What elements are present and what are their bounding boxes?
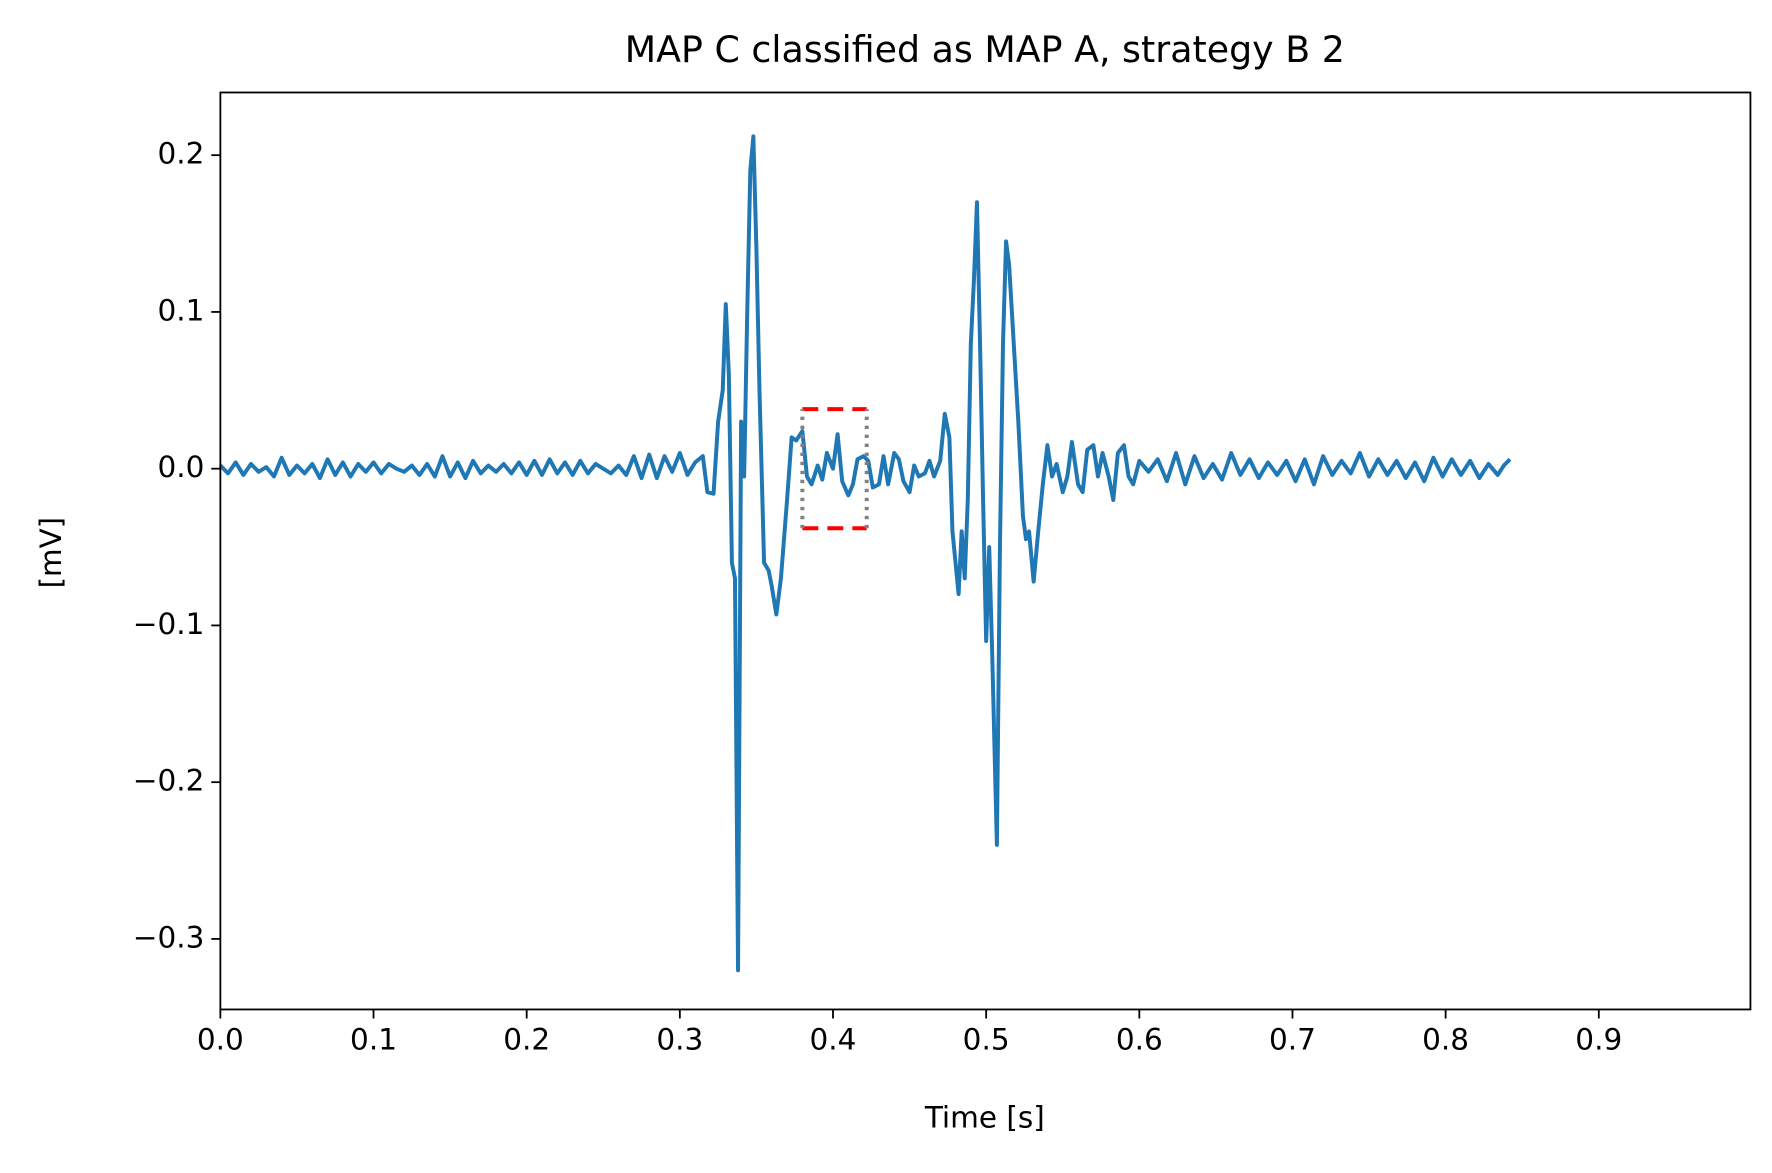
x-tick-label: 0.6 bbox=[1116, 1023, 1163, 1057]
x-tick-label: 0.7 bbox=[1269, 1023, 1316, 1057]
x-tick-label: 0.1 bbox=[350, 1023, 397, 1057]
y-axis-label: [mV] bbox=[34, 517, 68, 588]
y-tick-label: −0.2 bbox=[133, 764, 205, 798]
plot-frame bbox=[219, 91, 1752, 1011]
x-axis-label: Time [s] bbox=[924, 1100, 1045, 1134]
x-tick-label: 0.3 bbox=[656, 1023, 703, 1057]
x-tick-label: 0.4 bbox=[810, 1023, 857, 1057]
x-tick-label: 0.8 bbox=[1422, 1023, 1469, 1057]
chart-title: MAP C classified as MAP A, strategy B 2 bbox=[625, 28, 1345, 71]
y-tick-label: −0.1 bbox=[133, 607, 205, 641]
x-tick-label: 0.5 bbox=[963, 1023, 1010, 1057]
signal-line bbox=[218, 134, 1512, 973]
y-tick-label: 0.0 bbox=[158, 450, 205, 484]
y-tick-label: 0.2 bbox=[158, 137, 205, 171]
y-tick-label: −0.3 bbox=[133, 920, 205, 954]
x-tick-label: 0.2 bbox=[503, 1023, 550, 1057]
x-tick-label: 0.9 bbox=[1575, 1023, 1622, 1057]
x-tick-label: 0.0 bbox=[197, 1023, 244, 1057]
y-tick-label: 0.1 bbox=[158, 293, 205, 327]
